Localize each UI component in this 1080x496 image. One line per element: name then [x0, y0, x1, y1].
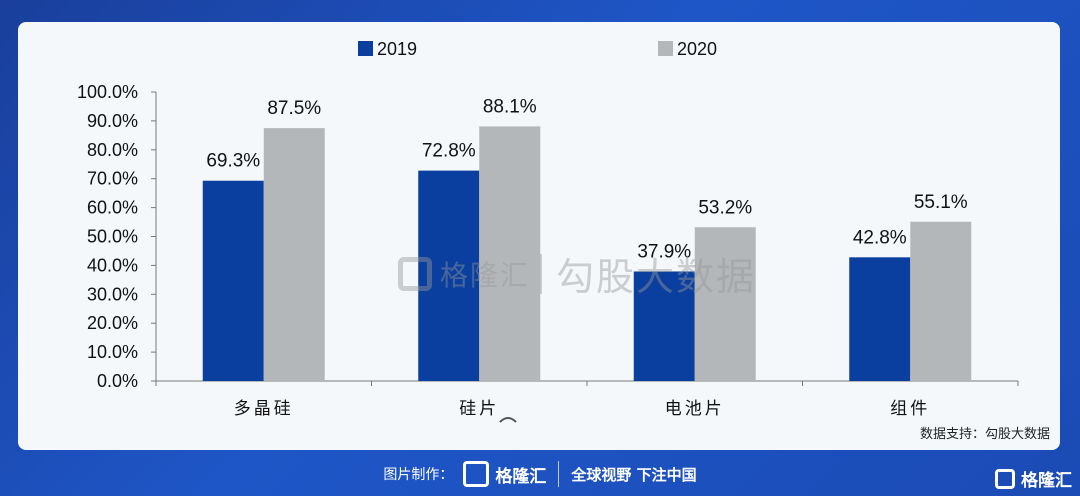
bar-2019	[849, 257, 911, 381]
data-label: 55.1%	[914, 192, 968, 213]
watermark: 格隆汇 勾股大数据	[398, 246, 756, 301]
y-tick-label: 40.0%	[87, 255, 138, 275]
x-category-label: 硅片	[459, 399, 499, 419]
data-label: 42.8%	[853, 227, 907, 248]
data-label: 69.3%	[206, 151, 260, 172]
watermark-divider	[540, 253, 543, 294]
chart-card: 0.0% 10.0% 20.0% 30.0% 40.0% 50.0% 60.0% 70.0% 8…	[18, 22, 1060, 450]
footer-brand: 格隆汇	[495, 466, 547, 487]
watermark-logo-icon	[398, 256, 432, 291]
corner-logo-icon	[995, 468, 1015, 489]
y-tick-label: 20.0%	[87, 313, 138, 333]
bar-2019	[202, 180, 264, 381]
data-label: 37.9%	[637, 241, 691, 262]
x-category-label: 多晶硅	[234, 399, 294, 419]
footer-divider	[558, 461, 560, 487]
y-tick-label: 0.0%	[97, 371, 138, 391]
legend-label: 2019	[377, 39, 417, 59]
footer-logo-icon	[463, 461, 490, 487]
y-tick-label: 80.0%	[87, 140, 138, 160]
x-category-label: 电池片	[665, 399, 725, 419]
legend-swatch-2020	[658, 41, 673, 56]
data-label: 88.1%	[483, 96, 537, 117]
bar-2020	[479, 126, 541, 382]
data-label: 53.2%	[698, 197, 752, 218]
y-tick-label: 60.0%	[87, 198, 138, 218]
bar-2019	[633, 271, 695, 381]
footer-credit: 图片制作：	[383, 467, 454, 483]
bar-2020	[910, 221, 972, 381]
legend-swatch-2019	[358, 41, 373, 56]
watermark-brand: 格隆汇	[440, 258, 531, 292]
bar-chart: 0.0% 10.0% 20.0% 30.0% 40.0% 50.0% 60.0% 70.0% 8…	[77, 39, 1019, 423]
corner-brand: 格隆汇	[995, 466, 1072, 491]
legend-label: 2020	[677, 39, 717, 59]
bar-2019	[418, 170, 480, 381]
scroll-indicator-icon	[499, 417, 517, 423]
y-tick-label: 70.0%	[87, 169, 138, 189]
watermark-text: 勾股大数据	[556, 255, 757, 299]
y-tick-label: 30.0%	[87, 284, 138, 304]
y-tick-label: 50.0%	[87, 227, 138, 247]
y-tick-label: 10.0%	[87, 342, 138, 362]
data-label: 87.5%	[267, 98, 321, 119]
footer-slogan: 全球视野 下注中国	[571, 465, 697, 484]
y-tick-label: 100.0%	[77, 82, 138, 102]
x-category-label: 组件	[890, 399, 930, 419]
data-source: 数据支持：勾股大数据	[919, 427, 1050, 442]
corner-brand-text: 格隆汇	[1021, 471, 1072, 491]
data-label: 72.8%	[422, 141, 476, 162]
y-tick-label: 90.0%	[87, 111, 138, 131]
footer-bar: 图片制作： 格隆汇 全球视野 下注中国	[0, 452, 1080, 496]
bar-2020	[263, 128, 325, 381]
bar-2020	[694, 227, 756, 381]
